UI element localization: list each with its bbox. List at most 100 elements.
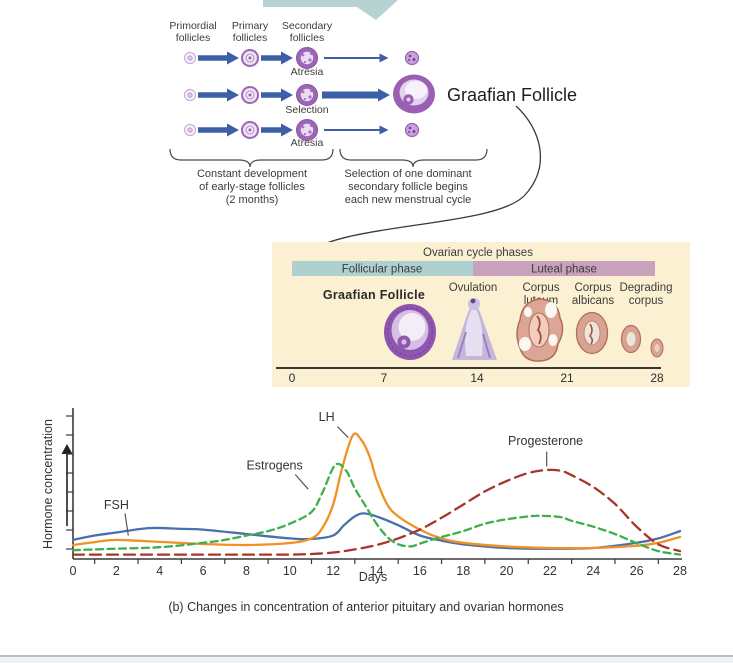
follicle-speckle (301, 90, 305, 94)
stage-corpus-albicans-line2: albicans (572, 295, 614, 307)
series-progesterone-curve (71, 468, 682, 556)
series-lh-curve (71, 432, 682, 550)
col-primary-line2: follicles (233, 32, 267, 44)
right-caption-line1: Selection of one dominant (344, 168, 471, 180)
series-estrogens-curve (71, 462, 682, 556)
cycle-box-title: Ovarian cycle phases (423, 247, 533, 259)
luteal-phase-bar (473, 261, 655, 276)
follicle-speckle (301, 125, 305, 129)
timeline-day-28: 28 (650, 371, 664, 385)
hormone-chart: Hormone concentration 0 2 4 6 8 10 12 14 16 18 20 2… (41, 408, 687, 614)
col-primary-line1: Primary (232, 20, 269, 32)
follicle-row-2 (183, 84, 390, 106)
follicle-speckle (408, 126, 412, 130)
stage-degrading-corpus-line1: Degrading (619, 282, 672, 294)
follicle-development-diagram: Primordial follicles Primary follicles S… (169, 20, 577, 206)
right-caption-line3: each new menstrual cycle (345, 194, 472, 206)
chart-x-axis-label: Days (359, 570, 387, 584)
chart-y-axis-label: Hormone concentration (41, 419, 55, 549)
col-secondary-line1: Secondary (282, 20, 333, 32)
selection-label: Selection (285, 104, 328, 116)
series-label-pointer (337, 426, 349, 439)
degenerated-follicle-image (404, 50, 420, 66)
follicle-speckle (408, 59, 410, 61)
timeline-day-0: 0 (289, 371, 296, 385)
ovulation-image (452, 298, 497, 360)
series-fsh-curve (71, 512, 682, 550)
stage-corpus-albicans-line1: Corpus (574, 282, 611, 294)
corpus-luteum-image (516, 298, 564, 362)
primary-follicle-nucleus (248, 128, 252, 132)
series-label-progesterone: Progesterone (508, 434, 583, 448)
x-tick-label-2: 2 (113, 564, 120, 578)
figure-caption: (b) Changes in concentration of anterior… (168, 600, 563, 614)
follicle-speckle (301, 53, 305, 57)
timeline-day-21: 21 (560, 371, 574, 385)
primary-follicle-nucleus (248, 93, 252, 97)
follicle-row-1 (183, 47, 420, 69)
cycle-timeline-labels: 0 7 14 21 28 (289, 371, 664, 385)
col-primordial-line2: follicles (176, 32, 210, 44)
follicle-speckle (303, 97, 307, 101)
follicular-phase-label: Follicular phase (342, 264, 423, 276)
follicle-rows (183, 47, 420, 141)
x-tick-label-4: 4 (156, 564, 163, 578)
bottom-divider-area (0, 657, 733, 663)
x-tick-label-28: 28 (673, 564, 687, 578)
degenerated-follicle-image (404, 122, 420, 138)
follicle-speckle (408, 131, 410, 133)
top-flow-arrow (263, 0, 398, 20)
series-label-pointer (294, 474, 309, 490)
graafian-follicle-image-top (393, 74, 435, 114)
x-tick-label-26: 26 (630, 564, 644, 578)
bottom-divider-line (0, 655, 733, 657)
follicle-speckle (308, 58, 312, 62)
stage-corpus-luteum-line1: Corpus (522, 282, 559, 294)
follicle-speckle (308, 130, 312, 134)
primordial-follicle-nucleus (187, 127, 193, 133)
follicle-speckle (412, 130, 416, 133)
series-label-lh: LH (319, 410, 335, 424)
stage-degrading-corpus-line2: corpus (629, 295, 664, 307)
primordial-follicle-nucleus (187, 55, 193, 61)
follicle-speckle (412, 58, 416, 61)
x-tick-label-24: 24 (586, 564, 600, 578)
follicular-phase-bar (292, 261, 473, 276)
follicle-speckle (309, 89, 313, 93)
left-brace (169, 148, 334, 168)
stage-ovulation-label: Ovulation (449, 282, 498, 294)
x-tick-label-0: 0 (70, 564, 77, 578)
x-tick-label-6: 6 (200, 564, 207, 578)
x-tick-label-16: 16 (413, 564, 427, 578)
graafian-follicle-image-box (384, 304, 436, 360)
graafian-follicle-title: Graafian Follicle (447, 85, 577, 105)
atresia-label-row3: Atresia (291, 137, 324, 149)
primordial-follicle-nucleus (187, 92, 193, 98)
luteal-phase-label: Luteal phase (531, 264, 597, 276)
timeline-day-14: 14 (470, 371, 484, 385)
ovarian-cycle-box: Ovarian cycle phases Follicular phase Lu… (272, 242, 690, 387)
x-tick-label-20: 20 (500, 564, 514, 578)
atresia-label-row1: Atresia (291, 66, 324, 78)
series-label-fsh: FSH (104, 498, 129, 512)
corpus-albicans-image (575, 311, 609, 355)
x-tick-label-8: 8 (243, 564, 250, 578)
follicle-speckle (309, 52, 313, 56)
left-caption-line1: Constant development (197, 168, 307, 180)
left-caption-line2: of early-stage follicles (199, 181, 305, 193)
right-brace (339, 148, 488, 168)
primary-follicle-nucleus (248, 56, 252, 60)
x-tick-label-22: 22 (543, 564, 557, 578)
right-caption-line2: secondary follicle begins (348, 181, 468, 193)
follicle-row-3 (183, 119, 420, 141)
x-tick-label-10: 10 (283, 564, 297, 578)
x-tick-label-14: 14 (370, 564, 384, 578)
timeline-day-7: 7 (381, 371, 388, 385)
x-tick-label-18: 18 (456, 564, 470, 578)
col-primordial-line1: Primordial (169, 20, 216, 32)
follicle-speckle (303, 60, 307, 64)
follicle-speckle (309, 124, 313, 128)
stage-graafian-label: Graafian Follicle (323, 288, 425, 302)
follicle-speckle (303, 132, 307, 136)
